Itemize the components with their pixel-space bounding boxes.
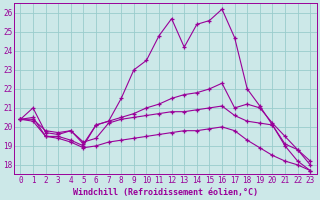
X-axis label: Windchill (Refroidissement éolien,°C): Windchill (Refroidissement éolien,°C) [73,188,258,197]
